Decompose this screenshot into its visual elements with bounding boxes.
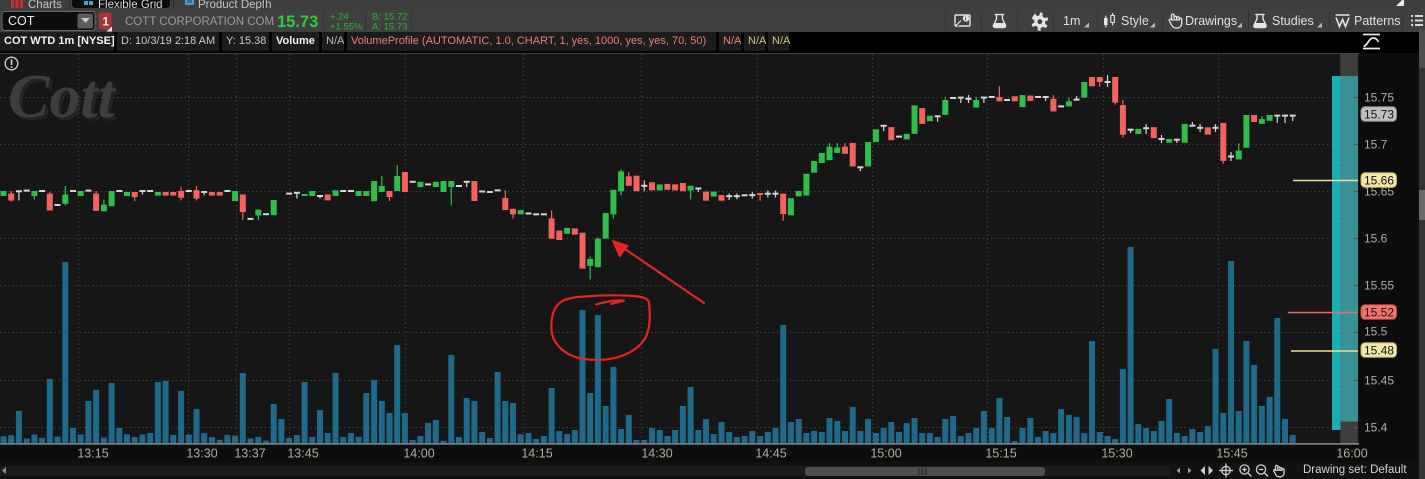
svg-text:1: 1 bbox=[103, 17, 110, 29]
svg-text:14:00: 14:00 bbox=[403, 447, 434, 461]
svg-text:15.45: 15.45 bbox=[1364, 374, 1394, 388]
svg-text:13:15: 13:15 bbox=[77, 447, 108, 461]
svg-text:15.55: 15.55 bbox=[1364, 279, 1394, 293]
svg-text:13:30: 13:30 bbox=[186, 447, 217, 461]
svg-text:COT: COT bbox=[8, 14, 35, 28]
svg-text:15:15: 15:15 bbox=[985, 447, 1016, 461]
svg-text:13:37: 13:37 bbox=[234, 447, 265, 461]
svg-text:15.6: 15.6 bbox=[1364, 232, 1388, 246]
svg-text:15.75: 15.75 bbox=[1364, 91, 1394, 105]
svg-text:Studies: Studies bbox=[1272, 14, 1314, 28]
svg-text:15:30: 15:30 bbox=[1101, 447, 1132, 461]
svg-text:15.52: 15.52 bbox=[1364, 305, 1394, 319]
svg-text:15:45: 15:45 bbox=[1216, 447, 1247, 461]
svg-text:Style: Style bbox=[1121, 14, 1149, 28]
svg-text:15.4: 15.4 bbox=[1364, 421, 1388, 435]
svg-text:15.66: 15.66 bbox=[1364, 173, 1394, 187]
svg-text:15.73: 15.73 bbox=[1364, 107, 1394, 121]
svg-text:Product Depth: Product Depth bbox=[198, 0, 272, 10]
svg-text:1m: 1m bbox=[1063, 14, 1080, 28]
svg-text:14:45: 14:45 bbox=[755, 447, 786, 461]
svg-text:15.5: 15.5 bbox=[1364, 325, 1388, 339]
svg-text:+.24: +.24 bbox=[330, 12, 349, 23]
svg-text:Drawings: Drawings bbox=[1185, 14, 1237, 28]
svg-text:15.7: 15.7 bbox=[1364, 138, 1388, 152]
svg-text:13:45: 13:45 bbox=[287, 447, 318, 461]
svg-text:15:00: 15:00 bbox=[870, 447, 901, 461]
svg-text:Charts: Charts bbox=[28, 0, 62, 10]
svg-text:Flexible Grid: Flexible Grid bbox=[98, 0, 163, 10]
svg-text:B: 15.72: B: 15.72 bbox=[372, 12, 407, 23]
svg-text:14:30: 14:30 bbox=[641, 447, 672, 461]
svg-text:16:00: 16:00 bbox=[1336, 447, 1367, 461]
svg-text:15.73: 15.73 bbox=[277, 13, 318, 31]
svg-text:Cott: Cott bbox=[8, 63, 117, 131]
svg-text:14:15: 14:15 bbox=[521, 447, 552, 461]
svg-text:15.65: 15.65 bbox=[1364, 185, 1394, 199]
svg-text:COTT CORPORATION COM: COTT CORPORATION COM bbox=[125, 16, 274, 28]
svg-text:A: 15.73: A: 15.73 bbox=[372, 22, 407, 33]
svg-text:15.48: 15.48 bbox=[1364, 343, 1394, 357]
svg-text:+1.55%: +1.55% bbox=[330, 22, 363, 33]
svg-text:i: i bbox=[965, 17, 967, 23]
svg-text:Patterns: Patterns bbox=[1354, 14, 1401, 28]
svg-text:Cott: Cott bbox=[11, 66, 120, 134]
